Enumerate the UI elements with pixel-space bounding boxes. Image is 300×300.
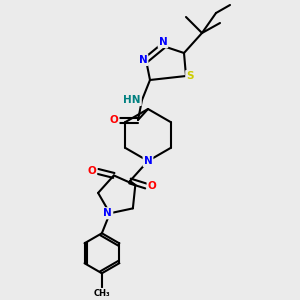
Text: N: N xyxy=(139,55,147,65)
Text: N: N xyxy=(103,208,112,218)
Text: N: N xyxy=(144,156,152,166)
Text: S: S xyxy=(186,71,194,81)
Text: O: O xyxy=(148,181,156,191)
Text: HN: HN xyxy=(123,95,141,105)
Text: O: O xyxy=(110,115,118,125)
Text: CH₃: CH₃ xyxy=(94,289,110,298)
Text: N: N xyxy=(159,37,167,47)
Text: O: O xyxy=(88,167,96,176)
